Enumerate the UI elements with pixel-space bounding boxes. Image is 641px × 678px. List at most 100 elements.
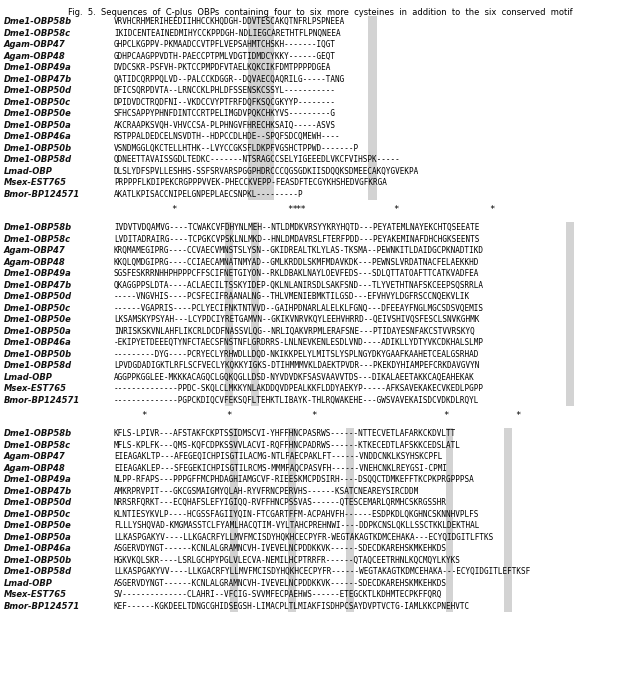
Text: *: * xyxy=(443,411,448,420)
Text: Agam-OBP48: Agam-OBP48 xyxy=(4,52,66,61)
Text: Lmad-OBP: Lmad-OBP xyxy=(4,167,53,176)
Text: Msex-EST765: Msex-EST765 xyxy=(4,591,67,599)
Text: Dme1-OBP58c: Dme1-OBP58c xyxy=(4,28,71,38)
Text: Agam-OBP47: Agam-OBP47 xyxy=(4,40,66,49)
Text: Dme1-OBP49a: Dme1-OBP49a xyxy=(4,475,72,484)
Text: NLPP-RFAPS---PPPGFFMCPHDAGHIAMGCVF-RIEESKMCPDSIRH----DSQQCTDMKEFFTKCPKPRGPPPSA: NLPP-RFAPS---PPPGFFMCPHDAGHIAMGCVF-RIEES… xyxy=(114,475,475,484)
Text: Dme1-OBP50d: Dme1-OBP50d xyxy=(4,86,72,95)
Text: Dme1-OBP47b: Dme1-OBP47b xyxy=(4,281,72,290)
Text: Agam-OBP48: Agam-OBP48 xyxy=(4,258,66,266)
Text: QDNEETTAVAISSGDLTEDKC-------NTSRAGCCSELYIGEEEDLVKCFVIHSPK-----: QDNEETTAVAISSGDLTEDKC-------NTSRAGCCSELY… xyxy=(114,155,401,164)
Bar xyxy=(224,222,233,406)
Text: *: * xyxy=(226,411,231,420)
Text: -EKIPYETDEEEQTYNFCTAECSFNSTNFLGRDRRS-LNLNEVKENLESDLVND----ADIKLLYDTYVKCDKHALSLMP: -EKIPYETDEEEQTYNFCTAECSFNSTNFLGRDRRS-LNL… xyxy=(114,338,484,347)
Bar xyxy=(229,428,238,612)
Bar xyxy=(346,428,354,612)
Text: KFLS-LPIVR---AFSTAKFCKPTSSIDMSCVI-YHFFHNCPASRWS------NTTECVETLAFARKCKDVLTT: KFLS-LPIVR---AFSTAKFCKPTSSIDMSCVI-YHFFHN… xyxy=(114,429,456,438)
Text: MFLS-KPLFK---QMS-KQFCDPKSSVVLACVI-RQFFHNCPADRWS------KTKECEDTLAFSKKCEDSLATL: MFLS-KPLFK---QMS-KQFCDPKSSVVLACVI-RQFFHN… xyxy=(114,441,461,450)
Text: Dme1-OBP58b: Dme1-OBP58b xyxy=(4,223,72,233)
Text: **: ** xyxy=(288,205,298,214)
Text: GDHPCAAGPPVDTH-PAECCPTPMLVDGTIDMDCYKKY------GEQT: GDHPCAAGPPVDTH-PAECCPTPMLVDGTIDMDCYKKY--… xyxy=(114,52,336,61)
Bar xyxy=(504,428,512,612)
Text: Dme1-OBP50a: Dme1-OBP50a xyxy=(4,533,72,542)
Text: Agam-OBP48: Agam-OBP48 xyxy=(4,464,66,473)
Text: NRRSRFQRKT---ECQHAFSLEFYIGIQQ-RVFFHNCPSSVAS------QTESCEMARLQRMHCSKRGSSHR: NRRSRFQRKT---ECQHAFSLEFYIGIQQ-RVFFHNCPSS… xyxy=(114,498,447,507)
Text: EIEAGAKLEP---SFEGEKICHPISGTILRCMS-MMMFAQCPASVFH------VNEHCNKLREYGSI-CPMI: EIEAGAKLEP---SFEGEKICHPISGTILRCMS-MMMFAQ… xyxy=(114,464,447,473)
Text: ---------DYG----PCRYECLYRHWDLLDQD-NKIKKPELYLMITSLYSPLNGYDKYGAAFKAAHETCEALGSRHAD: ---------DYG----PCRYECLYRHWDLLDQD-NKIKKP… xyxy=(114,350,479,359)
Text: VRVHCRHMERIHEEDIIHHCCKHQDGH-DDVTESCAKQTNFRLPSPNEEA: VRVHCRHMERIHEEDIIHHCCKHQDGH-DDVTESCAKQTN… xyxy=(114,17,345,26)
Text: DPIDVDCTRQDFNI--VKDCCVYPTFRFDQFKSQCGKYYP--------: DPIDVDCTRQDFNI--VKDCCVYPTFRFDQFKSQCGKYYP… xyxy=(114,98,336,106)
Text: Dme1-OBP58c: Dme1-OBP58c xyxy=(4,235,71,244)
Text: AKCRAAPKSVQH-VHVCCSA-PLPHNGVFHRECHKSAIQ-----ASVS: AKCRAAPKSVQH-VHVCCSA-PLPHNGVFHRECHKSAIQ-… xyxy=(114,121,336,129)
Text: Dme1-OBP47b: Dme1-OBP47b xyxy=(4,75,72,84)
Text: Dme1-OBP49a: Dme1-OBP49a xyxy=(4,269,72,278)
Text: SGSFESKRRNHHPHPPPCFFSCIFNETGIYON--RKLDBAKLNAYLOEVFEDS---SDLQTTATOAFTTCATKVADFEA: SGSFESKRRNHHPHPPPCFFSCIFNETGIYON--RKLDBA… xyxy=(114,269,479,278)
Text: *: * xyxy=(515,411,520,420)
Text: Bmor-BP124571: Bmor-BP124571 xyxy=(4,602,80,611)
Text: Dme1-OBP46a: Dme1-OBP46a xyxy=(4,132,72,141)
Text: Dme1-OBP50d: Dme1-OBP50d xyxy=(4,498,72,507)
Text: LLKASPGAKYVV----LLKGACRFYLLMVFMCISDYHQKHCECPYFR------WEGTAKAGTKDMCEHAKA---ECYQID: LLKASPGAKYVV----LLKGACRFYLLMVFMCISDYHQKH… xyxy=(114,567,530,576)
Text: VSNDMGGLQKCTELLHTHK--LVYCCGKSFLDKPFVGSHCTPPWD-------P: VSNDMGGLQKCTELLHTHK--LVYCCGKSFLDKPFVGSHC… xyxy=(114,144,359,153)
Text: Dme1-OBP58c: Dme1-OBP58c xyxy=(4,441,71,450)
Text: AGGPPKGGLEE-MKKKACAGQCLGQKQGLLDSD-NYVDVDKFSASVAAVVTDS---DIKALAEETAKKCAQEAHEKAK: AGGPPKGGLEE-MKKKACAGQCLGQKQGLLDSD-NYVDVD… xyxy=(114,373,475,382)
Text: LLKASPGAKYV----LLKGACRFYLLMVFMCISDYHQKHCECPYFR-WEGTAKAGTKDMCEHAKA---ECYQIDGITLFT: LLKASPGAKYV----LLKGACRFYLLMVFMCISDYHQKHC… xyxy=(114,533,494,542)
Text: Dme1-OBP58d: Dme1-OBP58d xyxy=(4,567,72,576)
Text: IVDVTVDQAMVG----TCWAKCVFDHYNLMEH--NTLDMDKVRSYYKRYHQTD---PEYATEMLNAYEKCHTQSEEATE: IVDVTVDQAMVG----TCWAKCVFDHYNLMEH--NTLDMD… xyxy=(114,223,479,233)
Text: Dme1-OBP50a: Dme1-OBP50a xyxy=(4,327,72,336)
Text: ASGERVDYNGT------KCNLALGRAMNCVH-IVEVELNCPDDKKVK------SDECDKAREHSKMKEHKDS: ASGERVDYNGT------KCNLALGRAMNCVH-IVEVELNC… xyxy=(114,544,447,553)
Text: LPVDGDADIGKTLRFLSCFVECLYKQKKYIGKS-DTIHMMMVKLDAEKTPVDR---PKEKDYHIAMPEFCRKDAVGVYN: LPVDGDADIGKTLRFLSCFVECLYKQKKYIGKS-DTIHMM… xyxy=(114,361,479,370)
Text: Dme1-OBP50b: Dme1-OBP50b xyxy=(4,144,72,153)
Text: Lmad-OBP: Lmad-OBP xyxy=(4,373,53,382)
Text: QATIDCQRPPQLVD--PALCCKDGGR--DQVAECQAQRILG-----TANG: QATIDCQRPPQLVD--PALCCKDGGR--DQVAECQAQRIL… xyxy=(114,75,345,84)
Text: DVDCSKR-PSFVH-PKTCCPMPDFVTAELKQKCIKFDMTPPPPDGEA: DVDCSKR-PSFVH-PKTCCPMPDFVTAELKQKCIKFDMTP… xyxy=(114,63,331,73)
Text: Agam-OBP47: Agam-OBP47 xyxy=(4,452,66,461)
Text: KLNTIESYKVLP----HCGSSFAGIIYQIN-FTCGARTFFM-ACPAHVFH------ESDPKDLQKGHNCSKNNHVPLFS: KLNTIESYKVLP----HCGSSFAGIIYQIN-FTCGARTFF… xyxy=(114,510,479,519)
Text: HGKVKQLSKR----LSRLGCHPYPGLVLECVA-NEMILHCPTRRFR------QTAQCEETRHNLKQCMQYLKYKS: HGKVKQLSKR----LSRLGCHPYPGLVLECVA-NEMILHC… xyxy=(114,556,461,565)
Text: Lmad-OBP: Lmad-OBP xyxy=(4,579,53,588)
Text: Dme1-OBP50e: Dme1-OBP50e xyxy=(4,109,72,118)
Text: IKIDCENTEAINEDMIHYCCKPPDGH-NDLIEGCARETHTFLPNQNEEA: IKIDCENTEAINEDMIHYCCKPPDGH-NDLIEGCARETHT… xyxy=(114,28,340,38)
Text: GHPCLKGPPV-PKMAADCCVTPFLVEPSAHMTCHSKH-------IQGT: GHPCLKGPPV-PKMAADCCVTPFLVEPSAHMTCHSKH---… xyxy=(114,40,336,49)
Text: PRPPPFLKDIPEKCRGPPPVVEK-PHECCKVEPP-FEASDFTECGYKHSHEDVGFKRGA: PRPPPFLKDIPEKCRGPPPVVEK-PHECCKVEPP-FEASD… xyxy=(114,178,387,187)
Bar xyxy=(251,222,260,406)
Text: DFICSQRPDVTA--LRNCCKLPHLDFSSENSKCSSYL-----------: DFICSQRPDVTA--LRNCCKLPHLDFSSENSKCSSYL---… xyxy=(114,86,336,95)
Bar xyxy=(367,16,378,200)
Text: Dme1-OBP50d: Dme1-OBP50d xyxy=(4,292,72,301)
Text: KEF------KGKDEELTDNGCGHIDSEGSH-LIMACPLTLMIAKFISDHPCSAYDVPTVCTG-IAMLKKCPNEHVTC: KEF------KGKDEELTDNGCGHIDSEGSH-LIMACPLTL… xyxy=(114,602,470,611)
Text: INRISKSKVNLAHFLIKCRLDCDFNASSVLQG--NRLIQAKVRPMLERAFSNE---PTIDAYESNFAKCSTVVRSKYQ: INRISKSKVNLAHFLIKCRLDCDFNASSVLQG--NRLIQA… xyxy=(114,327,475,336)
Text: FLLLYSHQVAD-KMGMASSTCLFYAMLHACQTIM-VYLTAHCPREHNWI----DDPKCNSLQKLLSSCTKKLDEKTHAL: FLLLYSHQVAD-KMGMASSTCLFYAMLHACQTIM-VYLTA… xyxy=(114,521,479,530)
Text: Bmor-BP124571: Bmor-BP124571 xyxy=(4,396,80,405)
Text: Dme1-OBP46a: Dme1-OBP46a xyxy=(4,544,72,553)
Text: Msex-EST765: Msex-EST765 xyxy=(4,384,67,393)
Text: --------------PGPCKDIQCVFEKSQFLTEHKTLIBAYK-THLRQWAKEHE---GWSVAVEKAISDCVDKDLRQYL: --------------PGPCKDIQCVFEKSQFLTEHKTLIBA… xyxy=(114,396,479,405)
Text: Dme1-OBP50c: Dme1-OBP50c xyxy=(4,304,71,313)
Text: *: * xyxy=(171,205,176,214)
Text: SV--------------CLAHRI--VFCIG-SVVMFECPAEHWS------ETEGCKTLKDHMTECPKFFQRQ: SV--------------CLAHRI--VFCIG-SVVMFECPAE… xyxy=(114,591,442,599)
Text: *: * xyxy=(394,205,399,214)
Text: DLSLYDFSPVLLESHHS-SSFSRVARSPGGPHDRCCCQGSGDKIISDQQKSDMEECAKQYGVEKPA: DLSLYDFSPVLLESHHS-SSFSRVARSPGGPHDRCCCQGS… xyxy=(114,167,419,176)
Text: Msex-EST765: Msex-EST765 xyxy=(4,178,67,187)
Text: *: * xyxy=(489,205,494,214)
Bar xyxy=(445,428,453,612)
Text: KRQMAMEGIPRG----CCVAECVMNSTSLYSN--GKIDREALTKLYLAS-TKSMA--PEWNKITLDAIDGCPKNADTIKD: KRQMAMEGIPRG----CCVAECVMNSTSLYSN--GKIDRE… xyxy=(114,246,484,255)
Text: RSTPPALDEDCELNSVDTH--HDPCCDLHDE--SPQFSDCQMEWH----: RSTPPALDEDCELNSVDTH--HDPCCDLHDE--SPQFSDC… xyxy=(114,132,340,141)
Text: --------------PPDC-SKQLCLMKKYNLAKDDQVDPEALKKFLDDYAEKYP-----AFKSAVEKAKECVKEDLPGPP: --------------PPDC-SKQLCLMKKYNLAKDDQVDPE… xyxy=(114,384,484,393)
Text: *: * xyxy=(141,411,146,420)
Text: LKSAMSKYPSYAH---LCYPDCIYRETGAMVN--GKIKVNRVKQYLEEHVHRRD--QEIVSHIVQSFESCLSNVKGHMK: LKSAMSKYPSYAH---LCYPDCIYRETGAMVN--GKIKVN… xyxy=(114,315,479,324)
Text: QKAGGPPSLDTA----ACLAECILTSSKYIDEP-QKLNLANIRSDLSAKFSND---TLYVETHTNAFSKCEEPSQSRRLA: QKAGGPPSLDTA----ACLAECILTSSKYIDEP-QKLNLA… xyxy=(114,281,484,290)
Text: Dme1-OBP50a: Dme1-OBP50a xyxy=(4,121,72,129)
Text: Fig.  5.  Sequences  of  C-plus  OBPs  containing  four  to  six  more  cysteine: Fig. 5. Sequences of C-plus OBPs contain… xyxy=(68,8,572,17)
Text: Dme1-OBP50e: Dme1-OBP50e xyxy=(4,315,72,324)
Text: **: ** xyxy=(296,205,306,214)
Bar xyxy=(566,222,574,406)
Text: Dme1-OBP58b: Dme1-OBP58b xyxy=(4,429,72,438)
Text: AMKRPRVPIT---GKCGSMAIGMYQLAH-RYVFRNCPERVHS------KSATCNEAREYSIRCDDM: AMKRPRVPIT---GKCGSMAIGMYQLAH-RYVFRNCPERV… xyxy=(114,487,419,496)
Text: SFHCSAPPYPHNFDINTCCRTPELIMGDVPQKCHKYVS---------G: SFHCSAPPYPHNFDINTCCRTPELIMGDVPQKCHKYVS--… xyxy=(114,109,336,118)
Text: Dme1-OBP47b: Dme1-OBP47b xyxy=(4,487,72,496)
Text: LVDITADRAIRG----TCPGKCVPSKLNLMKD--HNLDMDAVRSLFTERFPDD---PEYAKEMINAFDHCHGKSEENTS: LVDITADRAIRG----TCPGKCVPSKLNLMKD--HNLDMD… xyxy=(114,235,479,244)
Text: Agam-OBP47: Agam-OBP47 xyxy=(4,246,66,255)
Bar xyxy=(288,428,296,612)
Text: Dme1-OBP46a: Dme1-OBP46a xyxy=(4,338,72,347)
Text: AKATLKPISACCNIPELGNPEPLAECSNPKL---------P: AKATLKPISACCNIPELGNPEPLAECSNPKL---------… xyxy=(114,190,304,199)
